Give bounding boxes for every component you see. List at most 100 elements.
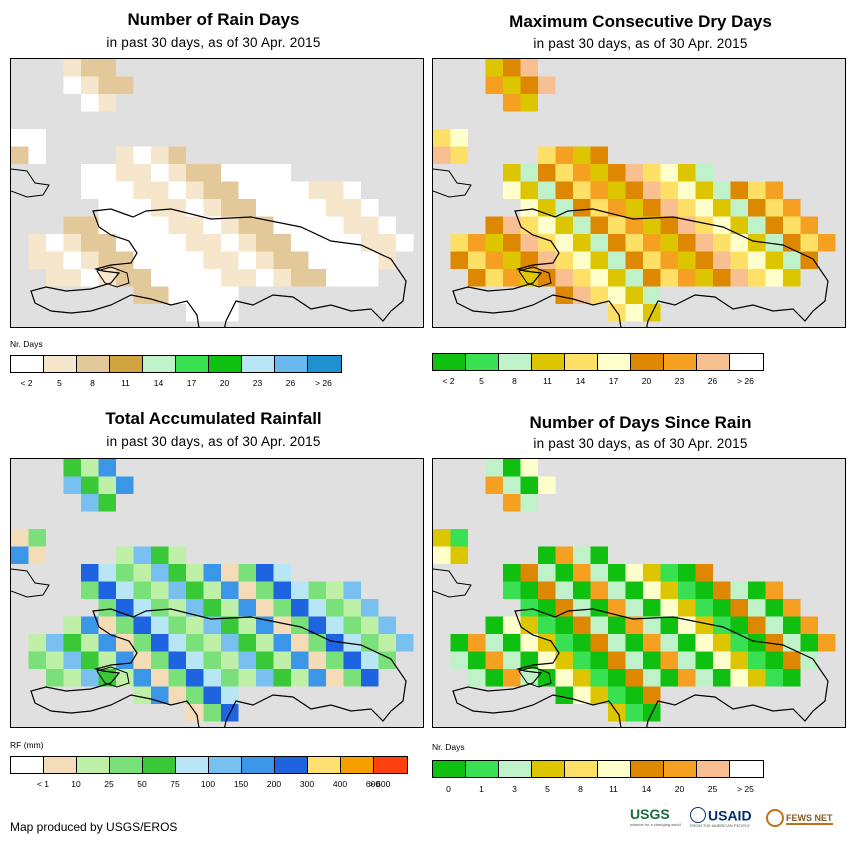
- grid-cell: [625, 164, 643, 182]
- grid-cell: [221, 181, 239, 199]
- legend-tick-label: 11: [121, 378, 130, 388]
- grid-cell: [203, 216, 221, 234]
- grid-cell: [625, 669, 643, 687]
- grid-cell: [660, 251, 678, 269]
- legend-tick-label: 25: [104, 779, 114, 789]
- usgs-logo[interactable]: USGS science for a changing world: [630, 806, 681, 827]
- grid-cell: [695, 669, 713, 687]
- grid-cell: [748, 251, 766, 269]
- grid-cell: [695, 616, 713, 634]
- grid-cell: [555, 634, 573, 652]
- legend-tick-label: 1: [479, 784, 484, 794]
- grid-cell: [256, 199, 274, 217]
- grid-cell: [343, 199, 361, 217]
- grid-cell: [238, 564, 256, 582]
- grid-cell: [590, 651, 608, 669]
- grid-cell: [133, 234, 151, 252]
- grid-cell: [590, 669, 608, 687]
- grid-cell: [713, 199, 731, 217]
- grid-cell: [800, 651, 818, 669]
- legend-tick-label: > 26: [737, 376, 754, 386]
- grid-cell: [343, 616, 361, 634]
- grid-cell: [133, 286, 151, 304]
- grid-cell: [168, 581, 186, 599]
- grid-cell: [660, 234, 678, 252]
- usgs-logo-text: USGS: [630, 806, 670, 822]
- grid-cell: [590, 146, 608, 164]
- grid-cell: [468, 234, 486, 252]
- map-grid: [433, 459, 836, 727]
- grid-cell: [81, 564, 99, 582]
- grid-cell: [468, 251, 486, 269]
- grid-cell: [573, 216, 591, 234]
- grid-cell: [643, 286, 661, 304]
- grid-cell: [643, 686, 661, 704]
- grid-cell: [643, 251, 661, 269]
- grid-cell: [800, 234, 818, 252]
- island-outline: [30, 608, 407, 727]
- grid-cell: [46, 651, 64, 669]
- grid-cell: [151, 199, 169, 217]
- grid-cell: [625, 634, 643, 652]
- legend-tick-label: 8: [512, 376, 517, 386]
- grid-cell: [695, 234, 713, 252]
- grid-cell: [326, 251, 344, 269]
- grid-cell: [203, 286, 221, 304]
- grid-cell: [520, 494, 538, 512]
- grid-cell: [468, 669, 486, 687]
- legend-swatch: [598, 354, 631, 370]
- grid-cell: [151, 599, 169, 617]
- grid-cell: [151, 286, 169, 304]
- grid-cell: [503, 669, 521, 687]
- grid-cell: [800, 616, 818, 634]
- grid-cell: [730, 216, 748, 234]
- grid-cell: [361, 269, 379, 287]
- legend-tick-label: < 1: [36, 779, 50, 789]
- grid-cell: [573, 234, 591, 252]
- grid-cell: [343, 651, 361, 669]
- grid-cell: [485, 269, 503, 287]
- grid-cell: [326, 669, 344, 687]
- grid-cell: [291, 251, 309, 269]
- grid-cell: [326, 651, 344, 669]
- coast-outline: [433, 568, 472, 598]
- grid-cell: [748, 199, 766, 217]
- grid-cell: [151, 146, 169, 164]
- grid-cell: [151, 181, 169, 199]
- fewsnet-logo[interactable]: FEWS NET: [766, 809, 833, 827]
- legend-swatch: [77, 757, 110, 773]
- legend-swatch: [565, 354, 598, 370]
- grid-cell: [308, 616, 326, 634]
- grid-cell: [643, 234, 661, 252]
- grid-cell: [308, 216, 326, 234]
- grid-cell: [63, 59, 81, 77]
- grid-cell: [308, 581, 326, 599]
- grid-cell: [221, 251, 239, 269]
- panel-subtitle: in past 30 days, as of 30 Apr. 2015: [533, 436, 748, 451]
- grid-cell: [503, 494, 521, 512]
- grid-cell: [625, 216, 643, 234]
- grid-cell: [660, 216, 678, 234]
- grid-cell: [643, 164, 661, 182]
- usaid-logo[interactable]: USAID FROM THE AMERICAN PEOPLE: [690, 806, 752, 828]
- grid-cell: [203, 164, 221, 182]
- grid-cell: [643, 181, 661, 199]
- grid-cell: [765, 216, 783, 234]
- panel-title: Number of Rain Days: [127, 10, 300, 29]
- grid-cell: [273, 651, 291, 669]
- grid-cell: [151, 234, 169, 252]
- grid-cell: [238, 181, 256, 199]
- grid-cell: [713, 634, 731, 652]
- grid-cell: [81, 181, 99, 199]
- legend-tick-label: 50: [137, 779, 147, 789]
- legend-tick-label: 17: [186, 378, 197, 388]
- grid-cell: [133, 634, 151, 652]
- grid-cell: [186, 199, 204, 217]
- grid-cell: [450, 651, 468, 669]
- grid-cell: [555, 269, 573, 287]
- grid-cell: [538, 564, 556, 582]
- grid-cell: [678, 634, 696, 652]
- grid-cell: [503, 251, 521, 269]
- grid-cell: [520, 564, 538, 582]
- grid-cell: [63, 269, 81, 287]
